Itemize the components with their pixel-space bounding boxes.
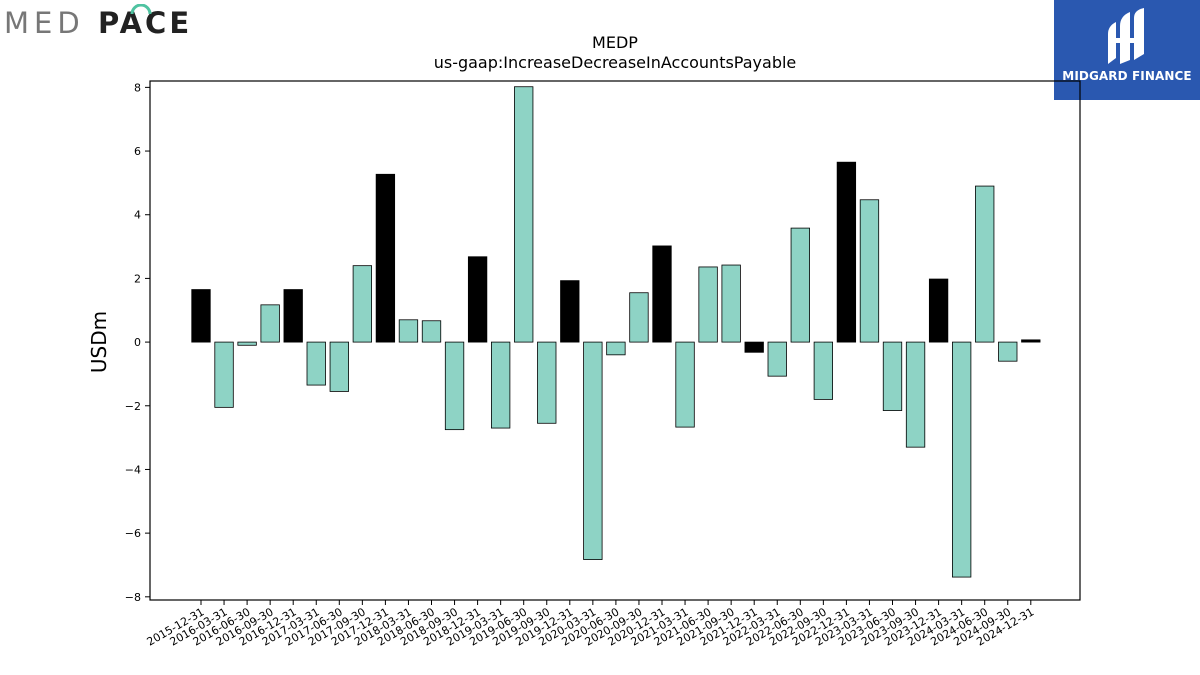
- x-ticks: 2015-12-312016-03-312016-06-302016-09-30…: [145, 600, 1036, 649]
- y-tick-label: −4: [125, 463, 141, 476]
- bar-2024-12-31: [1021, 339, 1041, 343]
- chart-title: MEDP: [592, 33, 638, 52]
- y-ticks: 8 6 4 2 0 −2 −4 −6 −8: [125, 81, 150, 604]
- bar-2021-03-31: [675, 341, 695, 428]
- y-axis-label: USDm: [87, 311, 111, 373]
- y-tick-label: 2: [134, 272, 141, 285]
- midgard-mark-icon: [1108, 8, 1144, 64]
- bar-2022-09-30: [813, 341, 833, 400]
- bar-2016-06-30: [237, 341, 257, 346]
- bar-2017-03-31: [306, 341, 326, 386]
- medpace-logo-text-bold: PACE: [98, 6, 192, 40]
- medpace-arc-icon: [130, 4, 152, 15]
- midgard-finance-logo: MIDGARD FINANCE: [1054, 0, 1200, 100]
- bar-2020-06-30: [606, 341, 626, 356]
- bar-2019-12-31: [560, 280, 580, 343]
- bar-2021-06-30: [698, 266, 718, 343]
- bar-2020-12-31: [652, 245, 672, 343]
- bar-2024-06-30: [975, 185, 995, 343]
- bar-2023-03-31: [859, 199, 880, 343]
- bar-2023-12-31: [928, 278, 949, 343]
- y-tick-label: 8: [134, 81, 141, 94]
- y-tick-label: 6: [134, 145, 141, 158]
- bar-2022-12-31: [836, 161, 857, 343]
- y-tick-label: −6: [125, 527, 141, 540]
- bar-2016-03-31: [214, 341, 234, 408]
- bar-2018-03-31: [398, 319, 419, 343]
- y-tick-label: 4: [134, 209, 141, 222]
- chart-subtitle: us-gaap:IncreaseDecreaseInAccountsPayabl…: [434, 53, 797, 72]
- plot-frame: [149, 80, 1081, 601]
- y-tick-label: 0: [134, 336, 141, 349]
- bar-2024-03-31: [952, 341, 972, 578]
- bar-2023-09-30: [905, 341, 926, 448]
- bar-2021-12-31: [744, 341, 764, 353]
- bar-2016-09-30: [260, 304, 280, 343]
- bar-2021-09-30: [721, 264, 741, 343]
- bar-2022-06-30: [790, 227, 810, 343]
- bar-2018-06-30: [421, 320, 442, 343]
- bar-2020-09-30: [629, 292, 649, 343]
- bar-2016-12-31: [283, 289, 303, 343]
- y-tick-label: −2: [125, 400, 141, 413]
- bar-2019-03-31: [490, 341, 511, 429]
- bar-2018-12-31: [467, 256, 488, 343]
- bar-2018-09-30: [444, 341, 465, 431]
- y-tick-label: −8: [125, 591, 141, 604]
- bar-2023-06-30: [882, 341, 903, 411]
- brand-name: MIDGARD FINANCE: [1062, 69, 1192, 83]
- medpace-logo: MED PACE: [4, 4, 192, 40]
- bar-2017-06-30: [329, 341, 349, 392]
- bar-2015-12-31: [191, 289, 211, 343]
- bar-2020-03-31: [583, 341, 603, 560]
- bar-2017-12-31: [375, 173, 396, 343]
- medpace-logo-text-light: MED: [4, 6, 85, 40]
- bar-2019-09-30: [537, 341, 557, 424]
- bars-group: [191, 86, 1041, 578]
- bar-2019-06-30: [514, 86, 534, 343]
- bar-2024-09-30: [998, 341, 1018, 362]
- bar-2017-09-30: [352, 265, 373, 343]
- bar-2022-03-31: [767, 341, 787, 377]
